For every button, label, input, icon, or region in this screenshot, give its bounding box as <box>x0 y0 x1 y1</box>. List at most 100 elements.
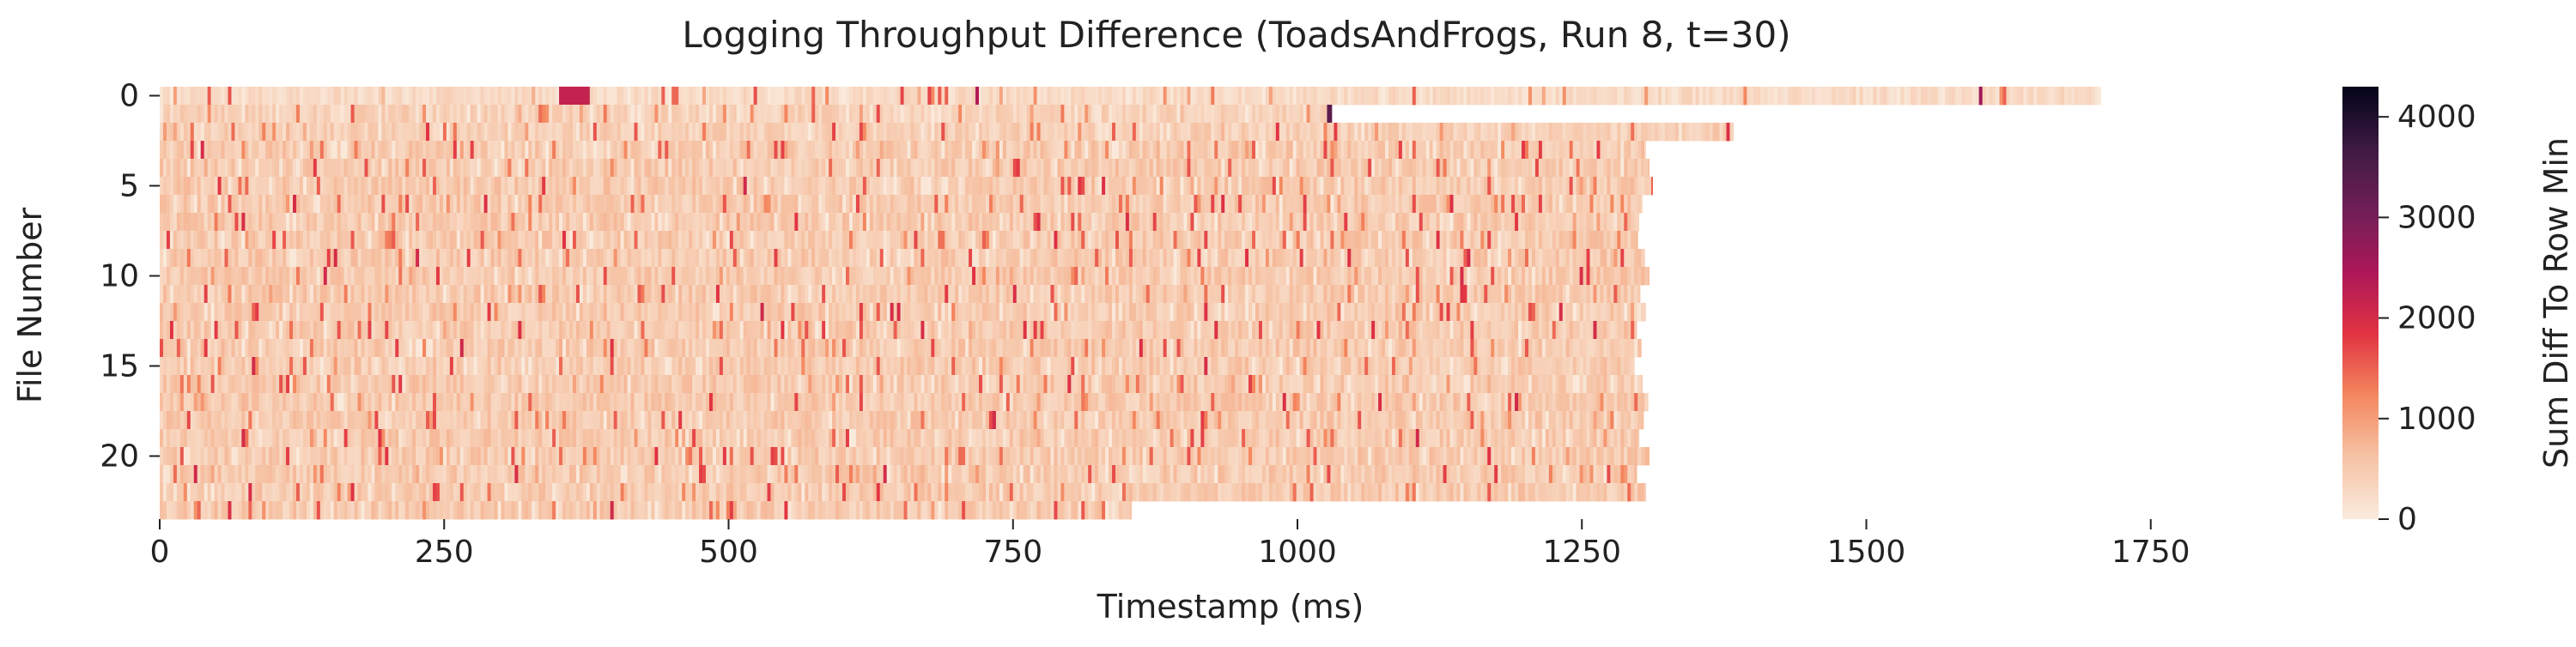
heatmap-cell <box>1268 249 1273 268</box>
heatmap-cell <box>702 177 707 196</box>
heatmap-cell <box>1610 195 1614 214</box>
heatmap-cell <box>903 195 908 214</box>
heatmap-cell <box>1726 87 1731 106</box>
heatmap-cell <box>1491 123 1495 142</box>
heatmap-cell <box>412 159 416 178</box>
heatmap-cell <box>1221 177 1225 196</box>
heatmap-cell <box>1139 177 1144 196</box>
heatmap-cell <box>661 177 665 196</box>
heatmap-cell <box>706 249 710 268</box>
heatmap-cell <box>1002 231 1007 250</box>
heatmap-cell <box>958 231 963 250</box>
heatmap-cell <box>872 123 878 142</box>
heatmap-cell <box>1098 177 1103 196</box>
heatmap-cell <box>969 159 973 178</box>
heatmap-cell <box>948 141 952 160</box>
heatmap-cell <box>1358 213 1362 232</box>
heatmap-cell <box>1306 87 1311 106</box>
heatmap-cell <box>1190 267 1195 286</box>
heatmap-cell <box>1504 267 1509 286</box>
heatmap-cell <box>753 123 758 142</box>
heatmap-cell <box>1173 213 1178 232</box>
heatmap-cell <box>228 231 233 250</box>
heatmap-cell <box>641 105 646 124</box>
heatmap-cell <box>319 159 325 178</box>
heatmap-cell <box>262 123 266 142</box>
heatmap-cell <box>429 195 434 214</box>
heatmap-cell <box>774 159 779 178</box>
heatmap-cell <box>784 87 788 106</box>
heatmap-cell <box>903 87 908 106</box>
heatmap-cell <box>248 87 252 106</box>
heatmap-cell <box>1425 195 1431 214</box>
heatmap-cell <box>518 231 522 250</box>
heatmap-cell <box>1268 87 1273 106</box>
heatmap-cell <box>562 267 567 286</box>
heatmap-cell <box>1583 141 1588 160</box>
heatmap-cell <box>696 141 700 160</box>
heatmap-cell <box>409 213 413 232</box>
heatmap-cell <box>719 195 724 214</box>
heatmap-cell <box>422 231 427 250</box>
heatmap-cell <box>416 231 420 250</box>
heatmap-cell <box>1060 267 1065 286</box>
heatmap-cell <box>1358 159 1362 178</box>
heatmap-cell <box>1078 87 1082 106</box>
heatmap-cell <box>470 231 475 250</box>
heatmap-cell <box>579 213 584 232</box>
heatmap-cell <box>715 213 720 232</box>
heatmap-cell <box>473 105 478 124</box>
heatmap-cell <box>2091 87 2096 106</box>
heatmap-cell <box>1242 249 1246 268</box>
heatmap-cell <box>453 285 458 304</box>
heatmap-cell <box>1135 231 1140 250</box>
heatmap-cell <box>1473 87 1478 106</box>
heatmap-cell <box>586 141 591 160</box>
heatmap-cell <box>552 249 556 268</box>
heatmap-cell <box>299 177 304 196</box>
heatmap-cell <box>1378 141 1382 160</box>
heatmap-cell <box>1054 105 1059 124</box>
heatmap-cell <box>1678 87 1683 106</box>
heatmap-cell <box>975 141 980 160</box>
heatmap-cell <box>675 249 679 268</box>
heatmap-cell <box>477 213 482 232</box>
heatmap-cell <box>1320 195 1325 214</box>
heatmap-cell <box>435 285 440 304</box>
heatmap-cell <box>347 159 352 178</box>
heatmap-cell <box>562 159 567 178</box>
heatmap-cell <box>197 249 202 268</box>
heatmap-cell <box>1074 249 1078 268</box>
heatmap-cell <box>1709 87 1714 106</box>
heatmap-cell <box>487 285 492 304</box>
heatmap-cell <box>1337 249 1341 268</box>
heatmap-cell <box>770 159 775 178</box>
heatmap-cell <box>1118 231 1123 250</box>
heatmap-cell <box>808 159 812 178</box>
heatmap-cell <box>1453 231 1458 250</box>
heatmap-cell <box>299 213 304 232</box>
heatmap-cell <box>501 141 506 160</box>
heatmap-cell <box>708 141 714 160</box>
heatmap-cell <box>302 195 307 214</box>
heatmap-cell <box>210 87 216 106</box>
heatmap-cell <box>910 213 915 232</box>
heatmap-cell <box>487 141 492 160</box>
heatmap-cell <box>763 159 769 178</box>
heatmap-cell <box>805 213 809 232</box>
heatmap-cell <box>1439 141 1444 160</box>
heatmap-cell <box>1484 159 1488 178</box>
heatmap-cell <box>1152 141 1157 160</box>
heatmap-cell <box>1456 87 1461 106</box>
heatmap-cell <box>1074 141 1078 160</box>
heatmap-cell <box>1398 267 1403 286</box>
heatmap-cell <box>1327 231 1332 250</box>
heatmap-cell <box>1528 141 1533 160</box>
heatmap-cell <box>1391 249 1396 268</box>
heatmap-cell <box>1804 87 1809 106</box>
heatmap-cell <box>1607 177 1611 196</box>
heatmap-cell <box>572 267 577 286</box>
heatmap-cell <box>589 249 594 268</box>
heatmap-cell <box>556 249 560 268</box>
heatmap-cell <box>848 87 854 106</box>
